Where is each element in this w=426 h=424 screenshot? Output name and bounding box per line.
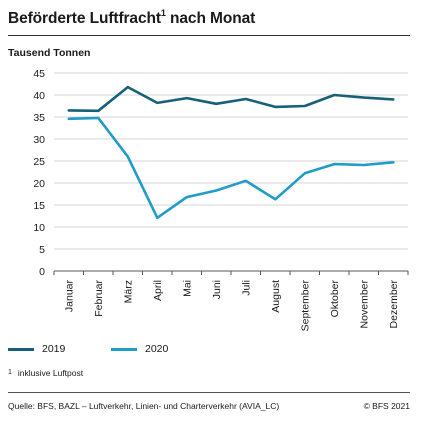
footer-divider xyxy=(8,392,410,393)
footnote-text: inklusive Luftpost xyxy=(17,368,84,378)
y-tick-label: 15 xyxy=(33,200,45,212)
series-lines xyxy=(67,85,395,220)
gridlines xyxy=(54,72,408,250)
copyright-note: © BFS 2021 xyxy=(363,401,410,411)
y-tick-label: 25 xyxy=(33,156,45,168)
y-tick-label: 40 xyxy=(33,90,45,102)
y-tick-label: 20 xyxy=(33,178,45,190)
line-chart: 0 5 10 15 20 25 30 35 40 45 Januar Februar März Apri… xyxy=(33,68,409,332)
y-tick-label: 35 xyxy=(33,112,45,124)
x-tick-label: November xyxy=(358,279,370,328)
y-axis-label: Tausend Tonnen xyxy=(8,47,91,59)
x-tick-label: Juli xyxy=(240,280,252,296)
y-tick-label: 10 xyxy=(33,222,45,234)
x-tick-label: Januar xyxy=(63,280,75,313)
y-tick-label: 5 xyxy=(39,244,45,256)
chart-title: Beförderte Luftfracht1 nach Monat xyxy=(8,8,256,28)
legend-swatch-2019 xyxy=(8,347,34,351)
legend-item-2020: 2020 xyxy=(111,343,168,355)
title-footnote-mark: 1 xyxy=(160,8,166,18)
series-line-2020 xyxy=(67,116,395,220)
x-axis-ticks: Januar Februar März April Mai Juni Juli August S… xyxy=(53,271,409,332)
legend-label-2020: 2020 xyxy=(145,343,169,355)
y-axis-ticks: 0 5 10 15 20 25 30 35 40 45 xyxy=(33,68,45,278)
source-note: Quelle: BFS, BAZL – Luftverkehr, Linien-… xyxy=(8,401,280,411)
legend-swatch-2020 xyxy=(111,347,137,351)
legend-item-2019: 2019 xyxy=(8,343,65,355)
title-divider xyxy=(8,35,410,36)
series-line-2019 xyxy=(67,85,395,113)
x-tick-label: April xyxy=(152,280,164,301)
legend-label-2019: 2019 xyxy=(42,343,66,355)
x-tick-label: Oktober xyxy=(329,280,341,318)
x-tick-label: August xyxy=(270,280,282,313)
footnote-mark: 1 xyxy=(8,369,12,376)
x-tick-label: März xyxy=(122,280,134,303)
chart-title-suffix: nach Monat xyxy=(165,10,256,28)
y-tick-label: 0 xyxy=(39,266,45,278)
footnote: 1 inklusive Luftpost xyxy=(8,368,83,378)
x-tick-label: September xyxy=(299,280,311,332)
x-tick-label: Dezember xyxy=(388,279,400,328)
y-tick-label: 30 xyxy=(33,134,45,146)
chart-title-text: Beförderte Luftfracht xyxy=(8,10,161,28)
x-tick-label: Mai xyxy=(181,280,193,297)
y-tick-label: 45 xyxy=(33,68,45,80)
x-tick-label: Juni xyxy=(211,280,223,299)
x-tick-label: Februar xyxy=(93,279,105,316)
